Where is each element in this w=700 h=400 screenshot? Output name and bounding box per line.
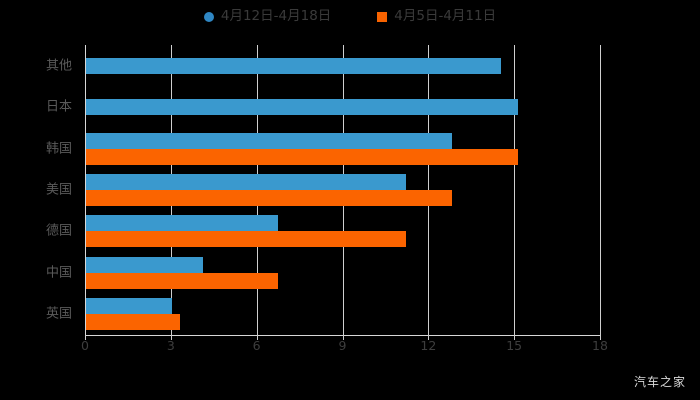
bar-series-1[interactable] <box>86 298 172 315</box>
bar-series-2[interactable] <box>86 231 407 248</box>
category-row: 德国 <box>46 211 600 252</box>
square-marker-icon <box>377 12 388 22</box>
legend-entry-series-1[interactable]: 4月12日-4月18日 <box>203 8 332 25</box>
category-row: 英国 <box>46 294 600 335</box>
tick-mark-12 <box>428 335 430 340</box>
bar-series-2[interactable] <box>86 189 453 206</box>
category-label: 日本 <box>45 99 72 115</box>
category-label: 中国 <box>45 265 72 281</box>
x-tick-label-3: 3 <box>166 338 175 353</box>
bar-series-1[interactable] <box>86 57 501 74</box>
category-label: 美国 <box>45 182 72 198</box>
plot-area: 0 3 6 9 12 15 18 其他日本韩国美国德国中国英国 <box>46 45 608 352</box>
x-tick-label-18: 18 <box>592 338 608 353</box>
y-axis-line <box>85 45 86 335</box>
category-row: 中国 <box>46 252 600 293</box>
bar-series-1[interactable] <box>86 132 453 149</box>
watermark: 汽车之家 <box>633 375 686 389</box>
category-label: 韩国 <box>45 141 72 157</box>
gridline-15 <box>514 45 516 335</box>
x-tick-label-6: 6 <box>252 338 261 353</box>
tick-mark-0 <box>85 335 86 340</box>
x-tick-label-0: 0 <box>81 338 89 353</box>
bar-series-2[interactable] <box>86 314 181 331</box>
category-row: 日本 <box>46 86 600 127</box>
category-label: 其他 <box>45 58 72 74</box>
bar-series-1[interactable] <box>86 256 204 273</box>
tick-mark-9 <box>342 335 344 340</box>
x-tick-label-9: 9 <box>338 338 347 353</box>
category-label: 英国 <box>45 306 72 322</box>
category-label: 德国 <box>45 223 72 239</box>
x-tick-label-12: 12 <box>420 338 437 353</box>
tick-mark-6 <box>256 335 258 340</box>
gridline-18 <box>600 45 601 335</box>
bar-series-1[interactable] <box>86 173 407 190</box>
circle-marker-icon <box>203 12 214 22</box>
legend-entry-series-2[interactable]: 4月5日-4月11日 <box>377 10 496 24</box>
x-tick-label-15: 15 <box>506 338 523 353</box>
legend-label-series-2: 4月5日-4月11日 <box>394 8 497 25</box>
bar-series-2[interactable] <box>86 272 278 289</box>
bar-series-1[interactable] <box>86 215 278 232</box>
category-row: 其他 <box>46 45 600 86</box>
bar-series-2[interactable] <box>86 148 519 165</box>
tick-mark-18 <box>600 335 601 340</box>
category-row: 韩国 <box>46 128 600 169</box>
category-row: 美国 <box>46 169 600 210</box>
tick-mark-3 <box>170 335 172 340</box>
bar-series-1[interactable] <box>86 99 519 116</box>
tick-mark-15 <box>514 335 516 340</box>
legend-label-series-1: 4月12日-4月18日 <box>220 8 332 25</box>
chart-legend: 4月12日-4月18日 4月5日-4月11日 <box>0 6 700 28</box>
